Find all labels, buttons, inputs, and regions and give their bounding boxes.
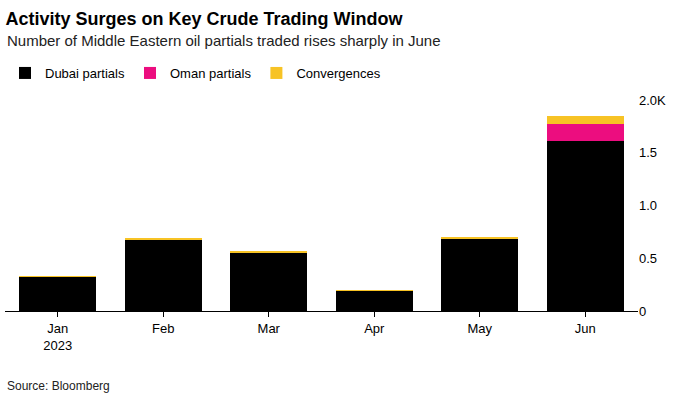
svg-text:1.5: 1.5 <box>639 145 657 160</box>
svg-text:2.0K: 2.0K <box>639 93 666 108</box>
svg-text:May: May <box>467 321 492 336</box>
svg-text:1.0: 1.0 <box>639 198 657 213</box>
svg-text:0: 0 <box>639 304 646 319</box>
svg-text:Convergences: Convergences <box>296 66 380 81</box>
svg-text:Feb: Feb <box>152 321 174 336</box>
svg-text:Dubai partials: Dubai partials <box>45 66 125 81</box>
svg-text:Oman partials: Oman partials <box>170 66 251 81</box>
svg-text:Jan2023: Jan2023 <box>43 321 72 353</box>
svg-text:Activity Surges on Key Crude T: Activity Surges on Key Crude Trading Win… <box>6 9 404 29</box>
svg-text:Number of Middle Eastern oil p: Number of Middle Eastern oil partials tr… <box>7 32 441 49</box>
svg-text:Source: Bloomberg: Source: Bloomberg <box>7 379 110 393</box>
svg-text:Jun: Jun <box>575 321 596 336</box>
svg-text:Apr: Apr <box>364 321 385 336</box>
svg-text:Mar: Mar <box>258 321 281 336</box>
svg-text:0.5: 0.5 <box>639 251 657 266</box>
